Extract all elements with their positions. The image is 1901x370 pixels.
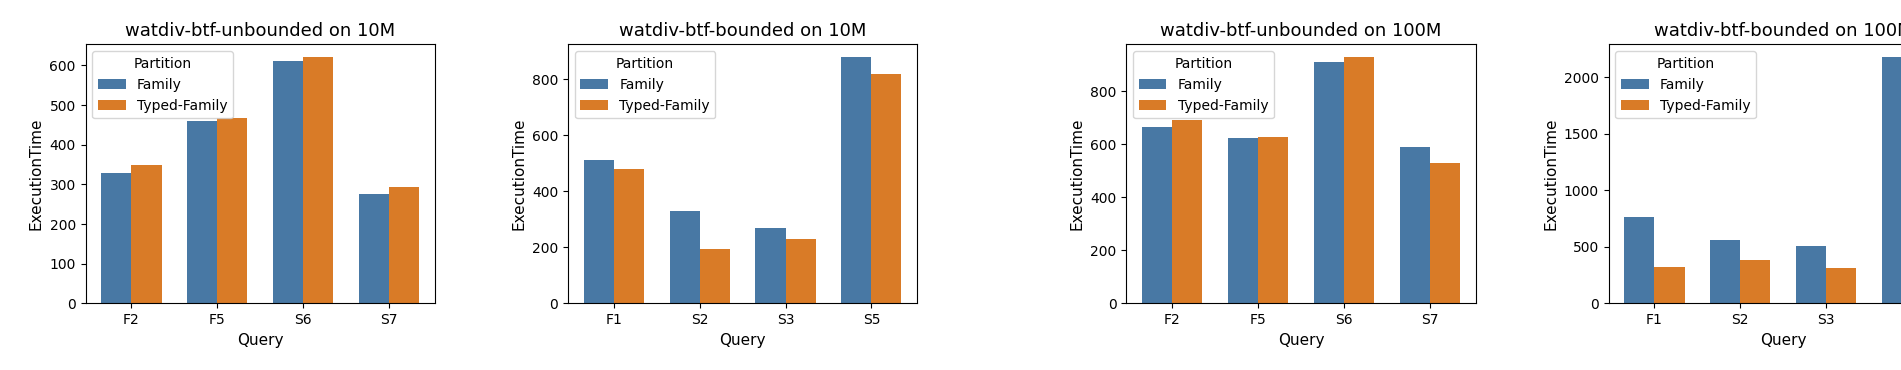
Bar	[217, 118, 247, 303]
Bar	[614, 169, 644, 303]
Bar	[871, 74, 901, 303]
Bar	[359, 194, 390, 303]
Bar	[1882, 57, 1901, 303]
Bar	[755, 228, 785, 303]
Bar	[1430, 163, 1460, 303]
Title: watdiv-btf-unbounded on 10M: watdiv-btf-unbounded on 10M	[125, 22, 395, 40]
Bar	[785, 239, 816, 303]
Title: watdiv-btf-unbounded on 100M: watdiv-btf-unbounded on 100M	[1160, 22, 1441, 40]
Bar	[304, 57, 333, 303]
Bar	[669, 211, 700, 303]
Bar	[1711, 240, 1739, 303]
Legend: Family, Typed-Family: Family, Typed-Family	[1616, 51, 1757, 118]
Bar	[842, 57, 871, 303]
Legend: Family, Typed-Family: Family, Typed-Family	[574, 51, 715, 118]
Title: watdiv-btf-bounded on 10M: watdiv-btf-bounded on 10M	[620, 22, 867, 40]
Bar	[1739, 260, 1770, 303]
Bar	[700, 249, 730, 303]
Bar	[390, 187, 418, 303]
X-axis label: Query: Query	[1760, 333, 1806, 348]
Bar	[101, 172, 131, 303]
Bar	[1228, 138, 1258, 303]
Bar	[1827, 268, 1855, 303]
Y-axis label: ExecutionTime: ExecutionTime	[511, 118, 527, 230]
X-axis label: Query: Query	[238, 333, 283, 348]
Bar	[1399, 147, 1430, 303]
Bar	[188, 121, 217, 303]
Bar	[1143, 127, 1173, 303]
Legend: Family, Typed-Family: Family, Typed-Family	[93, 51, 234, 118]
Bar	[1625, 218, 1654, 303]
X-axis label: Query: Query	[719, 333, 766, 348]
Bar	[584, 161, 614, 303]
Title: watdiv-btf-bounded on 100M: watdiv-btf-bounded on 100M	[1654, 22, 1901, 40]
Bar	[274, 61, 304, 303]
Y-axis label: ExecutionTime: ExecutionTime	[1544, 118, 1559, 230]
Y-axis label: ExecutionTime: ExecutionTime	[29, 118, 44, 230]
Bar	[1796, 246, 1827, 303]
Bar	[1344, 57, 1374, 303]
Bar	[1654, 267, 1684, 303]
Bar	[1314, 62, 1344, 303]
Bar	[1258, 137, 1289, 303]
Legend: Family, Typed-Family: Family, Typed-Family	[1133, 51, 1274, 118]
Bar	[1173, 120, 1201, 303]
Bar	[131, 165, 162, 303]
Y-axis label: ExecutionTime: ExecutionTime	[1070, 118, 1085, 230]
X-axis label: Query: Query	[1277, 333, 1325, 348]
